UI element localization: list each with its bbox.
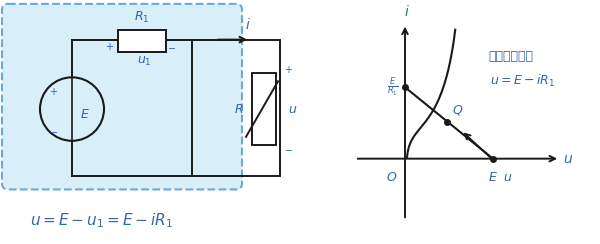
FancyBboxPatch shape: [2, 4, 242, 189]
Text: $-$: $-$: [284, 144, 293, 154]
Text: $u$: $u$: [563, 152, 573, 166]
Text: $+$: $+$: [284, 64, 293, 75]
Text: $u = E - iR_1$: $u = E - iR_1$: [490, 73, 556, 89]
Text: 负载线方程：: 负载线方程：: [488, 50, 533, 63]
Text: $-$: $-$: [49, 126, 59, 136]
Text: $+$: $+$: [106, 41, 115, 52]
Text: $-$: $-$: [167, 41, 176, 51]
Text: $u$: $u$: [503, 171, 512, 183]
Text: $i$: $i$: [245, 17, 251, 32]
Text: $R$: $R$: [235, 102, 244, 116]
Text: $u$: $u$: [288, 102, 298, 116]
Text: $R_1$: $R_1$: [134, 10, 150, 25]
Text: $i$: $i$: [404, 4, 410, 19]
Text: $Q$: $Q$: [452, 102, 464, 117]
Text: $+$: $+$: [49, 86, 59, 97]
Text: $u_1$: $u_1$: [137, 55, 151, 68]
Text: $E$: $E$: [488, 171, 498, 183]
Bar: [118, 30, 166, 51]
Text: $u = E - u_1 = E - iR_1$: $u = E - u_1 = E - iR_1$: [30, 211, 173, 230]
Bar: [252, 73, 276, 145]
Text: $E$: $E$: [80, 108, 90, 121]
Text: $\frac{E}{R_1}$: $\frac{E}{R_1}$: [388, 76, 399, 99]
Text: $O$: $O$: [386, 171, 397, 183]
